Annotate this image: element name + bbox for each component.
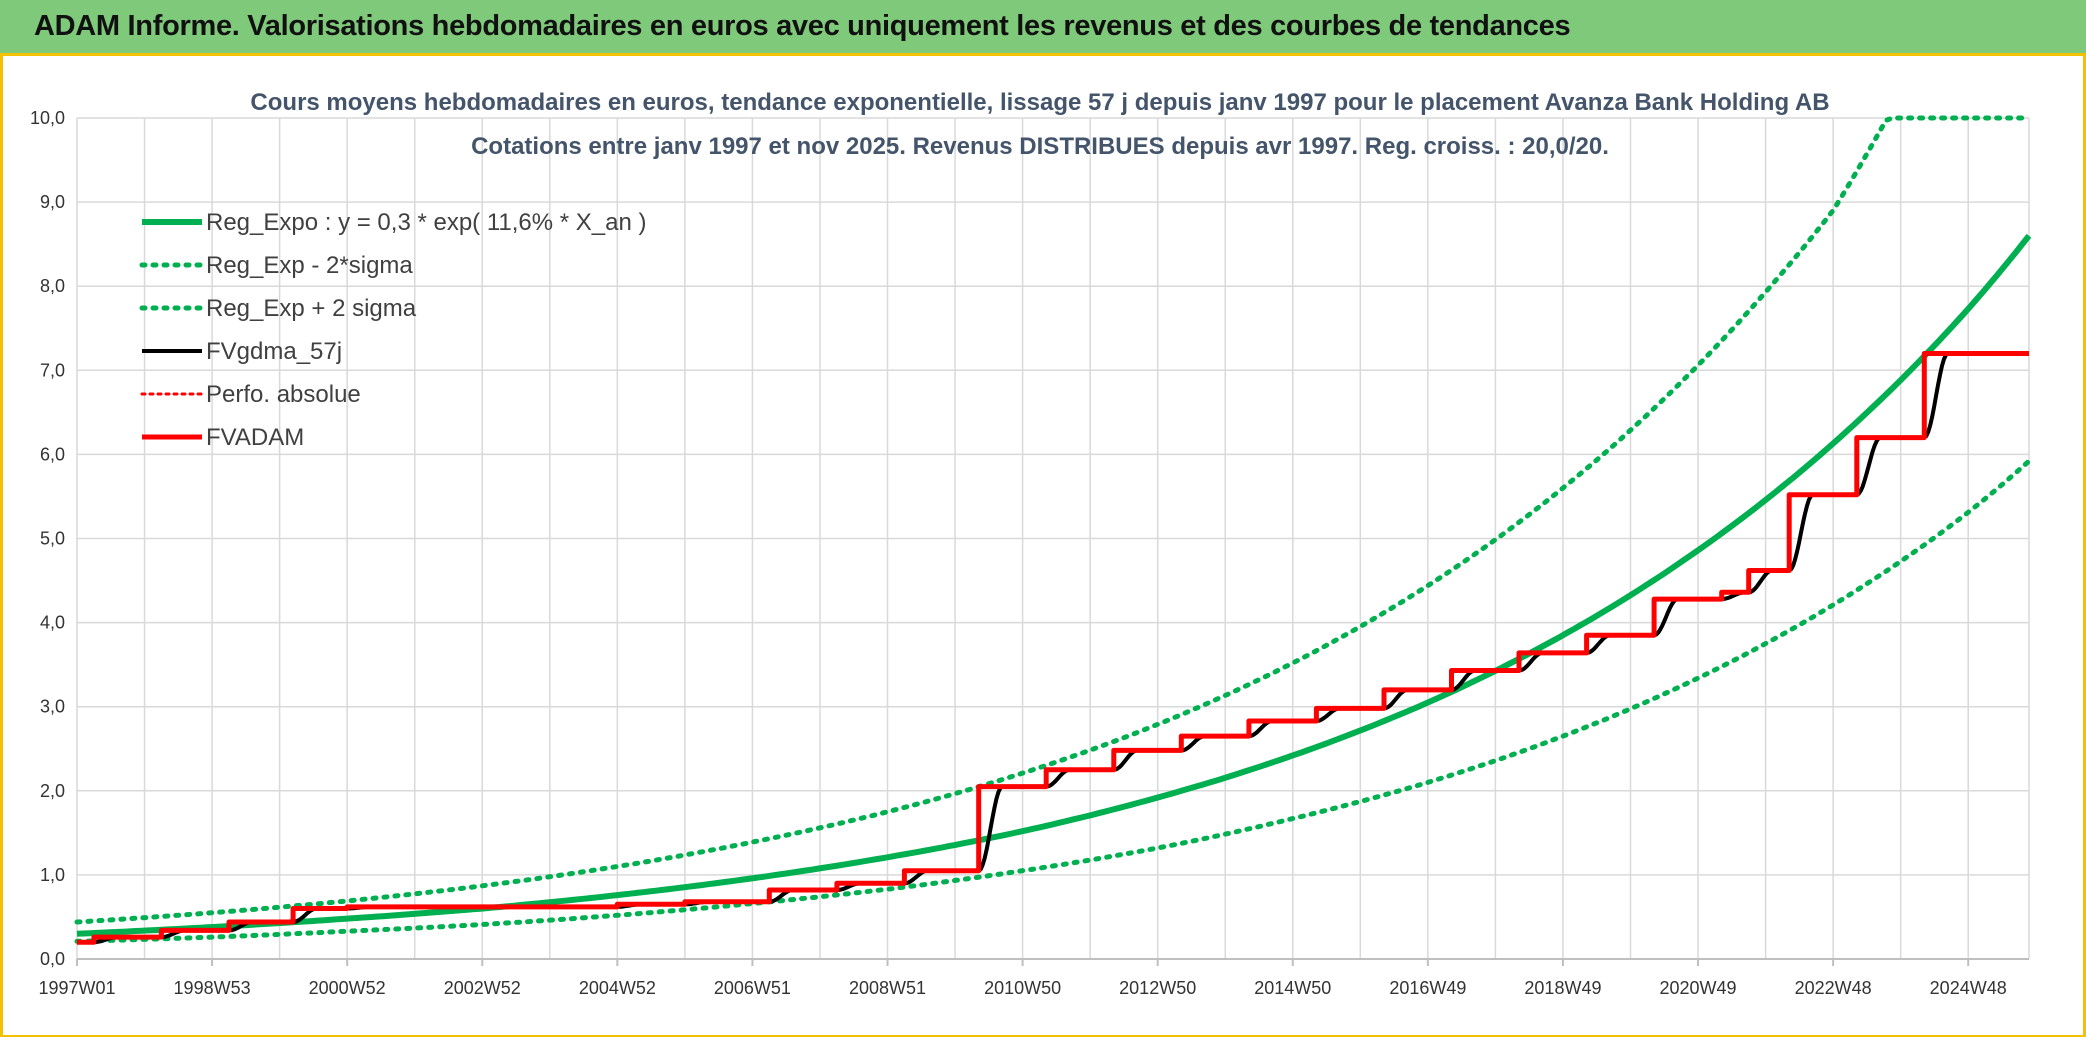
chart-title: Cours moyens hebdomadaires en euros, ten… bbox=[250, 89, 1829, 116]
chart-area: 0,0 1,0 2,0 3,0 4,0 5,0 6,0 7,0 8,0 9,0 10,0 1997W0… bbox=[4, 59, 2082, 1033]
x-tick-label: 2004W52 bbox=[579, 978, 656, 998]
y-tick-label: 10,0 bbox=[30, 108, 65, 128]
series-line-fvadam bbox=[77, 351, 2029, 945]
x-tick-label: 2024W48 bbox=[1930, 978, 2007, 998]
x-tick-label: 2006W51 bbox=[714, 978, 791, 998]
legend-label: Reg_Exp - 2*sigma bbox=[206, 252, 413, 279]
x-tick-label: 2022W48 bbox=[1795, 978, 1872, 998]
x-tick-label: 2014W50 bbox=[1254, 978, 1331, 998]
y-tick-label: 7,0 bbox=[40, 360, 65, 380]
x-tick-label: 2010W50 bbox=[984, 978, 1061, 998]
y-tick-label: 9,0 bbox=[40, 192, 65, 212]
x-tick-label: 2000W52 bbox=[309, 978, 386, 998]
series-layer bbox=[74, 115, 2032, 945]
y-tick-label: 8,0 bbox=[40, 276, 65, 296]
x-tick-label: 2012W50 bbox=[1119, 978, 1196, 998]
legend-label: FVADAM bbox=[206, 424, 304, 451]
legend: Reg_Expo : y = 0,3 * exp( 11,6% * X_an )… bbox=[139, 209, 646, 451]
x-tick-label: 2020W49 bbox=[1660, 978, 1737, 998]
x-tick-label: 2016W49 bbox=[1389, 978, 1466, 998]
x-tick-label: 1998W53 bbox=[174, 978, 251, 998]
report-title: ADAM Informe. Valorisations hebdomadaire… bbox=[34, 10, 1571, 42]
x-tick-label: 2008W51 bbox=[849, 978, 926, 998]
axis-layer: 0,0 1,0 2,0 3,0 4,0 5,0 6,0 7,0 8,0 9,0 10,0 1997W0… bbox=[30, 108, 2029, 998]
series-line-reg-expo-y-0-3-exp-11-6-x-an bbox=[76, 233, 2032, 937]
y-tick-label: 3,0 bbox=[40, 697, 65, 717]
chart-subtitle: Cotations entre janv 1997 et nov 2025. R… bbox=[471, 133, 1609, 160]
legend-label: Reg_Exp + 2 sigma bbox=[206, 295, 417, 322]
legend-label: Reg_Expo : y = 0,3 * exp( 11,6% * X_an ) bbox=[206, 209, 646, 236]
legend-label: FVgdma_57j bbox=[206, 338, 342, 365]
chart-svg: 0,0 1,0 2,0 3,0 4,0 5,0 6,0 7,0 8,0 9,0 10,0 1997W0… bbox=[30, 89, 2032, 998]
legend-label: Perfo. absolue bbox=[206, 381, 361, 408]
y-tick-label: 5,0 bbox=[40, 529, 65, 549]
x-tick-label: 2002W52 bbox=[444, 978, 521, 998]
report-banner: ADAM Informe. Valorisations hebdomadaire… bbox=[0, 0, 2086, 56]
y-tick-label: 1,0 bbox=[40, 865, 65, 885]
y-tick-label: 4,0 bbox=[40, 613, 65, 633]
x-tick-label: 1997W01 bbox=[38, 978, 115, 998]
y-tick-label: 2,0 bbox=[40, 781, 65, 801]
series-line-reg-exp-2-sigma bbox=[74, 458, 2032, 944]
x-tick-label: 2018W49 bbox=[1524, 978, 1601, 998]
y-tick-label: 0,0 bbox=[40, 949, 65, 969]
series-line-reg-exp-2-sigma bbox=[74, 115, 2032, 925]
y-tick-label: 6,0 bbox=[40, 444, 65, 464]
grid-layer bbox=[76, 117, 2030, 960]
series-line-fvgdma-57j bbox=[77, 351, 2028, 945]
